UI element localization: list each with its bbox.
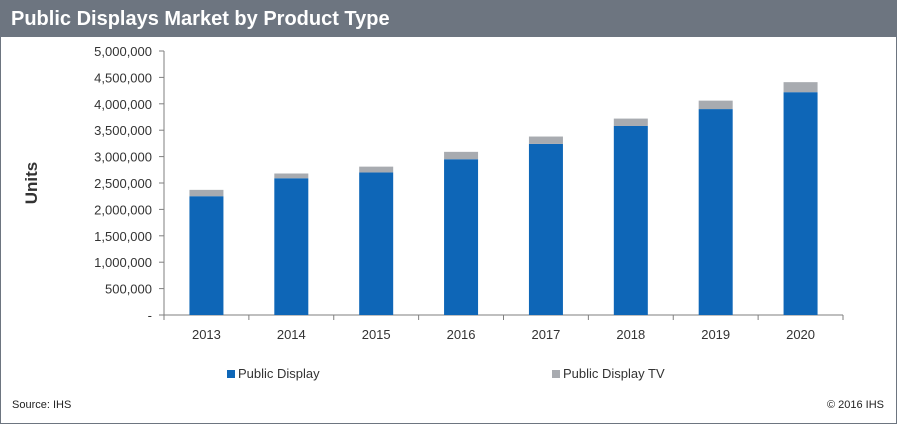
bar-public-display-tv: [783, 82, 818, 93]
y-tick-label: 1,000,000: [94, 255, 152, 270]
legend-swatch: [227, 370, 235, 378]
x-tick-label: 2017: [531, 327, 560, 342]
bar-public-display-tv: [613, 118, 648, 126]
bar-public-display: [698, 109, 733, 315]
bar-public-display: [613, 125, 648, 315]
x-tick-label: 2019: [701, 327, 730, 342]
y-tick-label: 1,500,000: [94, 229, 152, 244]
y-tick-label: 2,000,000: [94, 202, 152, 217]
y-axis-title: Units: [22, 162, 41, 205]
x-tick-label: 2015: [362, 327, 391, 342]
title-bar: Public Displays Market by Product Type: [1, 1, 896, 37]
bar-public-display: [189, 196, 224, 315]
source-note: Source: IHS: [12, 399, 72, 411]
bar-public-display: [783, 92, 818, 316]
legend-label: Public Display: [238, 366, 320, 381]
y-tick-label: 4,500,000: [94, 70, 152, 85]
y-tick-label: 500,000: [105, 282, 152, 297]
x-tick-label: 2020: [786, 327, 815, 342]
y-tick-label: 2,500,000: [94, 176, 152, 191]
bar-public-display: [528, 143, 563, 315]
bar-public-display-tv: [528, 136, 563, 144]
x-tick-label: 2014: [277, 327, 306, 342]
y-tick-label: 3,000,000: [94, 150, 152, 165]
bar-public-display-tv: [444, 151, 479, 160]
y-tick-label: -: [148, 308, 152, 323]
bar-public-display: [274, 178, 309, 315]
x-tick-label: 2016: [447, 327, 476, 342]
bar-public-display-tv: [274, 173, 309, 179]
bar-public-display: [359, 172, 394, 315]
legend-swatch: [552, 370, 560, 378]
legend-label: Public Display TV: [563, 366, 665, 381]
y-tick-label: 3,500,000: [94, 123, 152, 138]
bar-public-display: [444, 159, 479, 315]
bar-public-display-tv: [359, 166, 394, 173]
y-tick-label: 4,000,000: [94, 97, 152, 112]
x-tick-label: 2018: [616, 327, 645, 342]
bar-public-display-tv: [698, 100, 733, 110]
copyright-note: © 2016 IHS: [826, 399, 884, 411]
chart-title: Public Displays Market by Product Type: [11, 8, 390, 30]
x-tick-label: 2013: [192, 327, 221, 342]
bar-public-display-tv: [189, 189, 224, 197]
y-tick-label: 5,000,000: [94, 44, 152, 59]
